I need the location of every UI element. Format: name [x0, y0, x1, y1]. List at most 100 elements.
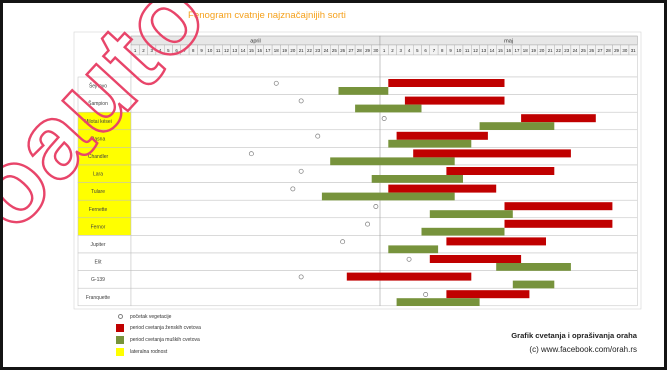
day-tick-label: 1	[383, 48, 386, 53]
chart-row	[130, 287, 638, 307]
variety-label: Chandler	[88, 154, 109, 160]
female-flowering-bar	[446, 290, 530, 299]
day-tick-label: 13	[232, 48, 237, 53]
day-tick-label: 3	[151, 48, 154, 53]
variety-label: Elit	[95, 260, 103, 266]
day-tick-label: 17	[266, 48, 271, 53]
male-flowering-bar	[355, 104, 422, 113]
female-flowering-bar	[446, 237, 546, 246]
female-flowering-bar	[404, 96, 505, 105]
circle-marker-icon	[117, 314, 123, 319]
female-flowering-bar	[396, 131, 488, 140]
legend-swatch-male	[116, 336, 124, 344]
vegetation-start-marker	[298, 274, 304, 280]
male-flowering-bar	[512, 280, 555, 289]
day-tick-label: 25	[581, 48, 586, 53]
day-tick-label: 5	[167, 48, 170, 53]
day-tick-label: 30	[622, 48, 627, 53]
male-flowering-bar	[396, 298, 480, 306]
day-tick-label: 27	[598, 48, 603, 53]
male-flowering-bar	[496, 263, 571, 271]
day-tick-label: 26	[589, 48, 594, 53]
vegetation-start-marker	[373, 204, 379, 209]
vegetation-start-marker	[365, 221, 370, 227]
day-tick-label: 17	[515, 48, 520, 53]
variety-label: Lara	[93, 172, 103, 178]
day-tick-label: 30	[373, 48, 378, 53]
day-tick-label: 11	[465, 48, 470, 53]
day-tick-label: 12	[473, 48, 478, 53]
day-tick-label: 14	[490, 48, 495, 53]
day-tick-label: 22	[307, 48, 312, 53]
variety-label: Šejnovo	[89, 83, 107, 90]
day-tick-label: 28	[606, 48, 611, 53]
legend-item-female-flowering: period cvetanja ženskih cvetova	[116, 324, 201, 333]
header-spacer-row	[130, 54, 638, 78]
vegetation-start-marker	[248, 151, 254, 157]
female-flowering-bar	[504, 202, 613, 211]
day-tick-label: 18	[274, 48, 279, 53]
day-tick-label: 20	[539, 48, 544, 53]
variety-label: Rasna	[91, 136, 106, 142]
day-tick-label: 15	[498, 48, 503, 53]
vegetation-start-marker	[381, 116, 387, 121]
female-flowering-bar	[521, 114, 596, 123]
variety-label: Fernor	[91, 224, 106, 230]
day-tick-label: 12	[224, 48, 229, 53]
day-tick-label: 24	[573, 48, 578, 53]
variety-label: G-139	[91, 277, 105, 283]
day-tick-label: 8	[192, 48, 195, 53]
day-tick-label: 25	[332, 48, 337, 53]
vegetation-start-marker	[273, 80, 279, 86]
vegetation-start-marker	[340, 239, 346, 245]
male-flowering-bar	[371, 175, 463, 183]
female-flowering-bar	[388, 184, 497, 193]
day-tick-label: 10	[207, 48, 212, 53]
legend-label: lateralna rodnost	[130, 349, 168, 355]
vegetation-start-marker	[423, 292, 429, 297]
male-flowering-bar	[388, 139, 472, 148]
legend-label: period cvetanja ženskih cvetova	[130, 325, 201, 331]
vegetation-start-marker	[315, 133, 321, 139]
legend-item-male-flowering: period cvetanja muških cvetova	[116, 336, 200, 345]
male-flowering-bar	[421, 227, 505, 236]
day-tick-label: 13	[481, 48, 486, 53]
female-flowering-bar	[446, 167, 555, 175]
day-tick-label: 18	[523, 48, 528, 53]
vegetation-start-marker	[290, 186, 296, 192]
day-tick-label: 23	[315, 48, 320, 53]
day-tick-label: 3	[400, 48, 403, 53]
day-tick-label: 6	[424, 48, 427, 53]
male-flowering-bar	[429, 210, 513, 218]
day-tick-label: 20	[290, 48, 295, 53]
legend-label: period cvetanja muških cvetova	[130, 337, 200, 343]
day-tick-label: 31	[631, 48, 636, 53]
female-flowering-bar	[346, 272, 472, 281]
legend-item-vegetation-start: početak vegetacije	[116, 312, 171, 321]
day-tick-label: 29	[365, 48, 370, 53]
variety-label: Milotai kései	[84, 119, 112, 125]
variety-label: Franquette	[86, 295, 110, 301]
day-tick-label: 29	[614, 48, 619, 53]
chart-row	[130, 235, 638, 254]
variety-label-cell	[77, 252, 132, 271]
day-tick-label: 21	[548, 48, 553, 53]
chart-row	[130, 129, 638, 148]
vegetation-start-marker	[298, 98, 304, 104]
day-tick-label: 10	[456, 48, 461, 53]
variety-label: Fernette	[89, 207, 108, 213]
vegetation-start-marker	[298, 168, 304, 174]
day-tick-label: 27	[349, 48, 354, 53]
month-label: maj	[504, 39, 513, 45]
male-flowering-bar	[479, 122, 555, 130]
day-tick-label: 2	[391, 48, 394, 53]
day-tick-label: 6	[175, 48, 178, 53]
day-tick-label: 22	[556, 48, 561, 53]
day-tick-label: 4	[159, 48, 162, 53]
male-flowering-bar	[321, 192, 455, 201]
day-tick-label: 7	[433, 48, 436, 53]
male-flowering-bar	[330, 157, 455, 166]
day-tick-label: 23	[564, 48, 569, 53]
male-flowering-bar	[388, 245, 439, 254]
day-tick-label: 14	[241, 48, 246, 53]
